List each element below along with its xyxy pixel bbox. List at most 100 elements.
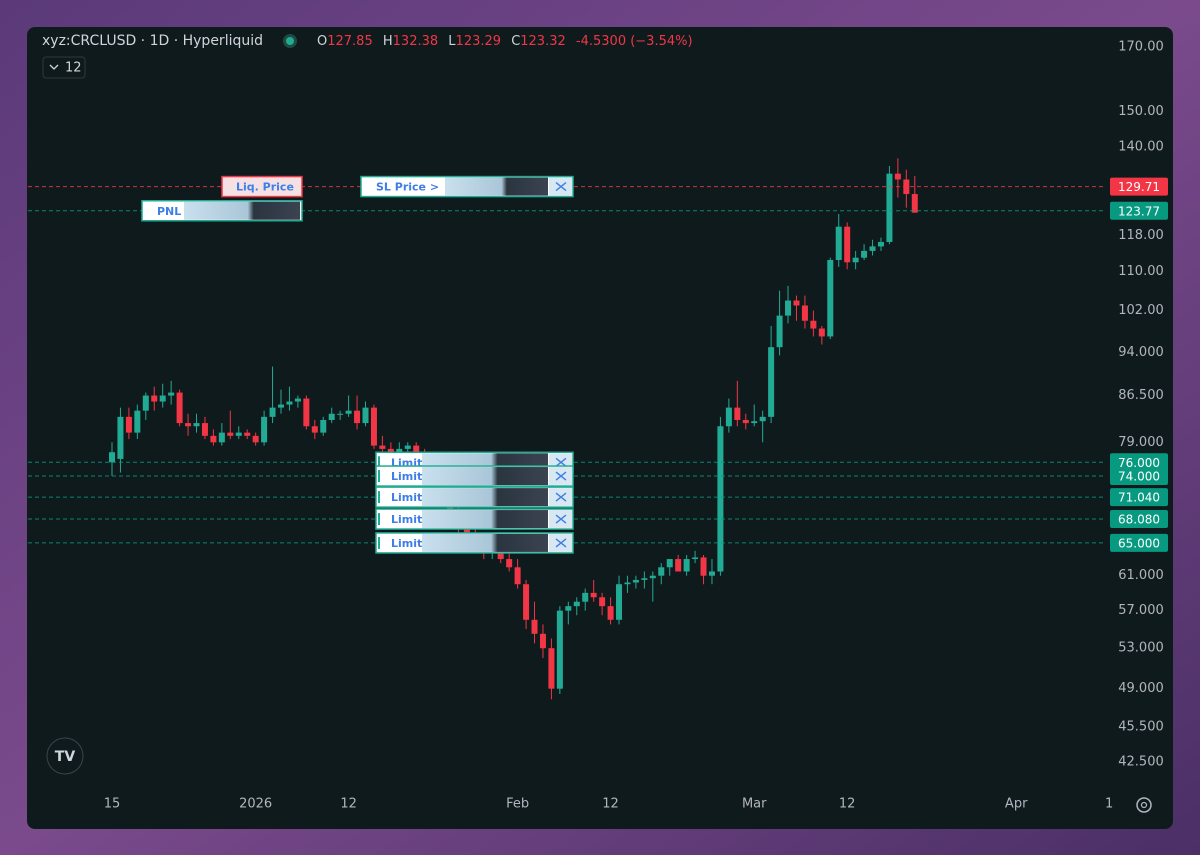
- y-tick-label: 170.00: [1118, 40, 1164, 55]
- candle-body: [269, 407, 276, 417]
- cancel-icon: [555, 492, 567, 502]
- order-box[interactable]: Limit: [375, 508, 574, 530]
- x-tick-label: 1: [1105, 797, 1113, 812]
- candle-body: [818, 328, 825, 337]
- candle-body: [616, 584, 623, 620]
- cancel-icon: [555, 457, 567, 467]
- candle-body: [632, 579, 639, 583]
- x-tick-label: 2026: [239, 797, 272, 812]
- order-lines: 129.71 Liq. Price SL Price > 123.77 PNL 76.00…: [28, 175, 1168, 554]
- candle-body: [565, 606, 572, 611]
- cancel-icon: [555, 514, 567, 524]
- ohlc-value: 123.32: [520, 34, 566, 49]
- candle-body: [514, 567, 521, 585]
- order-label: PNL: [157, 205, 181, 218]
- candle-body: [168, 392, 175, 396]
- candle-body: [345, 410, 352, 414]
- chevron: [49, 64, 59, 70]
- redacted-area: [422, 533, 548, 552]
- candle-body: [210, 435, 217, 443]
- candle-body: [523, 584, 530, 620]
- order-box[interactable]: Limit: [375, 465, 574, 487]
- y-tick-label: 53.000: [1118, 641, 1164, 656]
- y-tick-label: 102.00: [1118, 303, 1164, 318]
- candle-body: [286, 401, 293, 405]
- tv-logo[interactable]: [46, 737, 84, 775]
- price-tag: [1110, 510, 1168, 529]
- y-tick-label: 118.00: [1118, 228, 1164, 243]
- x-tick-label: Mar: [742, 797, 767, 812]
- candle-body: [244, 432, 251, 436]
- candle-body: [556, 610, 563, 689]
- order-label: Limit: [391, 537, 422, 550]
- candle-body: [692, 557, 699, 560]
- ohlc-value: 123.29: [456, 34, 502, 49]
- candle-body: [108, 452, 115, 463]
- order-box[interactable]: PNL: [141, 200, 303, 222]
- candle-body: [683, 559, 690, 572]
- candle-body: [734, 407, 741, 420]
- candle-body: [311, 426, 318, 433]
- legend: xyz:CRCLUSD · 1D · Hyperliquid O127.85 H…: [42, 33, 693, 79]
- candle-body: [658, 567, 665, 576]
- cancel-icon: [555, 538, 567, 548]
- candle-body: [869, 246, 876, 251]
- candle-body: [362, 407, 369, 424]
- candle-body: [218, 432, 225, 443]
- candle-body: [176, 392, 183, 424]
- candle-body: [844, 226, 851, 263]
- order-label: Limit: [391, 491, 422, 504]
- ohlc-value: 132.38: [393, 34, 439, 49]
- candle-body: [261, 416, 268, 443]
- price-tag: [1110, 488, 1168, 507]
- candle-body: [852, 257, 859, 263]
- y-tick-label: 79.000: [1118, 435, 1164, 450]
- candle-body: [531, 619, 538, 634]
- candle-body: [328, 413, 335, 420]
- candle-body: [666, 559, 673, 568]
- order-box[interactable]: Limit: [375, 532, 574, 554]
- candle-body: [776, 315, 783, 348]
- order-label: Limit: [391, 470, 422, 483]
- settings-gear[interactable]: [1136, 797, 1152, 813]
- candle-body: [894, 173, 901, 180]
- candle-body: [185, 423, 192, 427]
- indicator-count: 12: [65, 61, 82, 76]
- candle-body: [379, 445, 386, 449]
- settings-gear-core: [1140, 801, 1148, 809]
- candle-body: [404, 445, 411, 449]
- symbol: xyz:CRCLUSD · 1D · Hyperliquid: [42, 33, 263, 49]
- candle-body: [337, 413, 344, 415]
- price-tag-label: 74.000: [1118, 470, 1160, 484]
- candle-body: [142, 395, 149, 411]
- x-tick-label: 12: [602, 797, 619, 812]
- plot: [108, 158, 918, 700]
- redacted-area: [422, 510, 548, 529]
- candle-body: [624, 582, 631, 585]
- candle-body: [134, 410, 141, 433]
- order-box[interactable]: SL Price >: [360, 175, 574, 198]
- candle-body: [835, 226, 842, 260]
- candle-body: [413, 445, 420, 456]
- indicator-button[interactable]: [42, 56, 86, 79]
- order-box[interactable]: Liq. Price: [221, 175, 303, 198]
- candle-body: [506, 559, 513, 568]
- candle-body: [607, 606, 614, 620]
- candle-body: [768, 347, 775, 417]
- candle-body: [159, 395, 166, 402]
- order-box[interactable]: Limit: [375, 486, 574, 508]
- candle-body: [700, 557, 707, 576]
- order-stripe: [378, 456, 380, 469]
- cancel-icon: [555, 471, 567, 481]
- price-tag-label: 68.080: [1118, 513, 1160, 527]
- candle-body: [599, 597, 606, 607]
- candle-body: [370, 407, 377, 446]
- redacted-area: [422, 488, 548, 507]
- ohlc-letter: C: [511, 34, 520, 49]
- order-label: Limit: [391, 513, 422, 526]
- x-tick-label: 15: [104, 797, 121, 812]
- y-tick-label: 140.00: [1118, 140, 1164, 155]
- candle-body: [759, 416, 766, 422]
- ohlc-letter: O: [317, 34, 327, 49]
